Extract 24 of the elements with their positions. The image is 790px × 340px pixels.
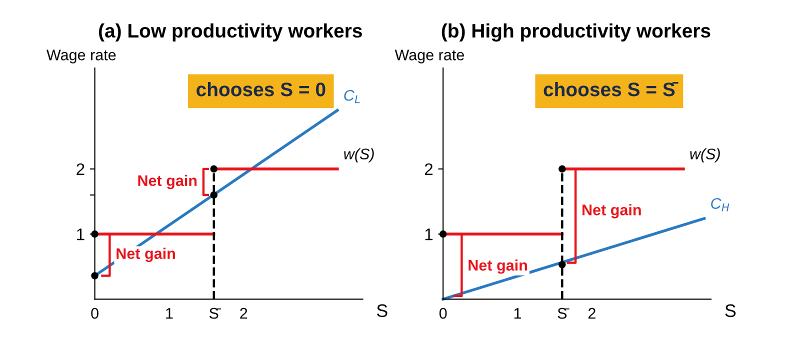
- annotation: chooses S = S̄: [544, 82, 678, 96]
- x-tick-label: 0: [91, 308, 98, 319]
- x-axis-title: S: [376, 304, 388, 318]
- series-label: w(S): [690, 148, 720, 162]
- x-tick-label: S̄: [209, 308, 222, 319]
- annotation: Net gain: [468, 259, 527, 274]
- x-tick-label: 0: [439, 308, 447, 319]
- y-axis-title: Wage rate: [394, 50, 464, 64]
- y-axis-title: Wage rate: [46, 50, 116, 64]
- x-axis-title: S: [725, 304, 736, 318]
- x-tick-label: 2: [240, 308, 248, 319]
- chart-title: (b) High productivity workers: [442, 23, 710, 42]
- x-tick-label: S̄: [558, 308, 570, 319]
- annotation: chooses S = 0: [196, 82, 326, 96]
- annotation: Net gain: [582, 204, 641, 218]
- series-label: w(S): [344, 148, 374, 162]
- series-label: C$_{H}$: [711, 198, 730, 212]
- x-tick-label: 1: [166, 308, 173, 319]
- annotation: Net gain: [138, 174, 197, 190]
- chart-title: (a) Low productivity workers: [99, 23, 362, 42]
- x-tick-label: 2: [588, 308, 596, 319]
- series-label: C$_{L}$: [344, 90, 360, 104]
- x-tick-label: 1: [514, 308, 522, 319]
- annotation: Net gain: [116, 248, 175, 262]
